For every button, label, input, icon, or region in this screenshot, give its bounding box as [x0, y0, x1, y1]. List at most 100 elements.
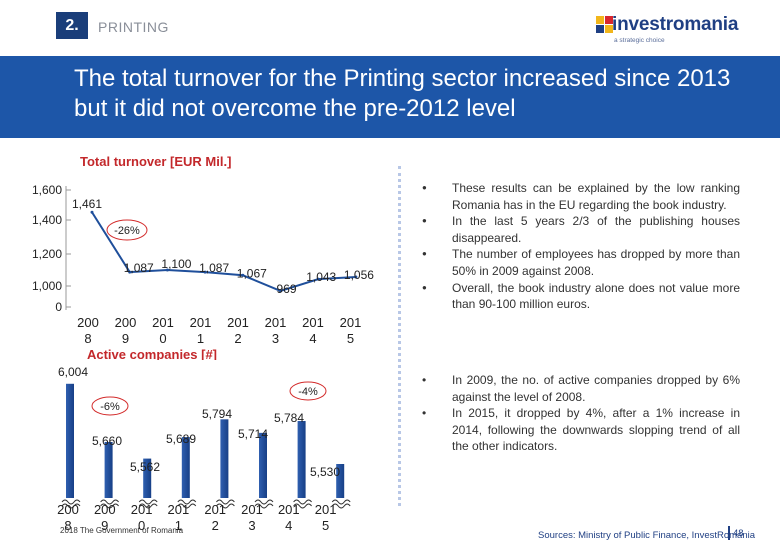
bullet-dot-icon: ● — [422, 183, 427, 192]
sources-note: Sources: Ministry of Public Finance, Inv… — [538, 530, 756, 541]
bullet-item: ● These results can be explained by the l… — [420, 180, 740, 213]
turnover-point — [316, 277, 320, 281]
x-tick-label: 201 — [278, 502, 300, 517]
y-tick-label: 1,200 — [32, 247, 62, 261]
company-value-label: 5,714 — [238, 427, 268, 441]
x-tick-label: 4 — [285, 518, 292, 533]
turnover-point — [203, 270, 207, 274]
x-tick-label: 8 — [84, 331, 91, 346]
x-tick-label: 8 — [64, 518, 71, 533]
drop-2015-annotation-label: -4% — [298, 386, 318, 398]
y-tick-label: 1,000 — [32, 279, 62, 293]
decline-annotation-label: -26% — [114, 225, 140, 237]
section-number: 2. — [56, 12, 88, 39]
company-value-label: 6,004 — [58, 365, 88, 379]
column-divider — [398, 166, 401, 506]
bullet-dot-icon: • — [422, 373, 427, 387]
x-tick-label: 201 — [131, 502, 153, 517]
y-tick-label: 0 — [55, 300, 62, 314]
turnover-value-label: 1,461 — [72, 197, 102, 211]
x-tick-label: 201 — [302, 315, 324, 330]
x-tick-label: 5 — [347, 331, 354, 346]
decline-annotation-ring — [106, 219, 148, 241]
x-tick-label: 2 — [234, 331, 241, 346]
logo: investromania — [612, 14, 739, 35]
section-name: PRINTING — [98, 19, 169, 35]
x-tick-label: 200 — [57, 502, 79, 517]
axis-break-mark — [61, 503, 81, 509]
logo-mark-icon — [596, 16, 613, 33]
x-tick-label: 2 — [212, 518, 219, 533]
bullet-dot-icon: ● — [422, 216, 427, 226]
x-tick-label: 9 — [101, 518, 108, 533]
bullet-text: Overall, the book industry alone does no… — [452, 280, 740, 312]
axis-break-mark — [138, 503, 158, 509]
x-tick-label: 9 — [122, 331, 129, 346]
bullet-list-top: ● These results can be explained by the l… — [420, 180, 740, 313]
bullet-text: In 2015, it dropped by 4%, after a 1% in… — [452, 406, 740, 454]
axis-break-mark — [177, 503, 197, 509]
bullet-text: The number of employees has dropped by m… — [452, 247, 740, 278]
x-tick-label: 201 — [340, 315, 362, 330]
axis-break-mark — [293, 499, 312, 505]
x-tick-label: 3 — [272, 331, 279, 346]
company-value-label: 5,794 — [202, 407, 232, 421]
company-bar — [297, 421, 306, 498]
logo-tagline: a strategic choice — [614, 37, 665, 44]
axis-break-mark — [100, 503, 119, 509]
company-value-label: 5,660 — [92, 434, 122, 448]
x-tick-label: 201 — [204, 502, 226, 517]
company-value-label: 5,562 — [130, 460, 160, 474]
companies-bar-chart: 6,004 5,660 5,562 5,689 5,794 5,714 5,784 5,530… — [57, 365, 351, 533]
axis-break-mark — [177, 499, 197, 505]
bullet-text: In 2009, the no. of active companies dro… — [452, 373, 740, 404]
company-bar — [66, 383, 74, 498]
x-tick-label: 201 — [241, 502, 263, 517]
axis-break-mark — [216, 499, 235, 505]
turnover-value-label: 1,067 — [237, 266, 267, 280]
bullet-list-bottom: • In 2009, the no. of active companies dr… — [420, 372, 740, 455]
turnover-series-line — [91, 211, 356, 293]
page-divider — [728, 526, 730, 540]
x-tick-label: 200 — [115, 315, 137, 330]
drop-2015-annotation-ring — [289, 381, 327, 401]
bullet-text: These results can be explained by the lo… — [452, 181, 740, 212]
turnover-point — [279, 289, 282, 293]
turnover-point — [241, 273, 245, 277]
bullet-text: In the last 5 years 2/3 of the publishin… — [452, 214, 740, 245]
bullet-dot-icon: ● — [422, 249, 427, 259]
axis-break-mark — [138, 499, 158, 505]
x-tick-label: 201 — [227, 315, 249, 330]
bullet-item: • In 2015, it dropped by 4%, after a 1% i… — [420, 405, 740, 455]
axis-break-mark — [254, 503, 274, 509]
bullet-item: ● In the last 5 years 2/3 of the publishi… — [420, 213, 740, 246]
company-bar — [181, 437, 190, 498]
x-tick-label: 201 — [152, 315, 174, 330]
bullet-item: ● Overall, the book industry alone does n… — [420, 280, 740, 313]
x-tick-label: 1 — [197, 331, 204, 346]
company-bar — [104, 442, 113, 498]
x-tick-label: 0 — [159, 331, 166, 346]
turnover-value-label: 1,056 — [344, 268, 374, 282]
x-tick-label: 5 — [322, 518, 329, 533]
x-tick-label: 3 — [248, 518, 255, 533]
x-tick-label: 201 — [265, 315, 287, 330]
turnover-point — [354, 275, 358, 279]
x-tick-label: 200 — [94, 502, 116, 517]
company-bar — [336, 464, 345, 498]
axis-break-mark — [331, 503, 351, 509]
x-tick-label: 0 — [138, 518, 145, 533]
drop-2009-annotation-ring — [91, 396, 129, 416]
axis-break-mark — [293, 503, 312, 509]
x-tick-label: 201 — [315, 502, 337, 517]
axis-break-mark — [100, 499, 119, 505]
bullet-item: ● The number of employees has dropped by … — [420, 246, 740, 279]
drop-2009-annotation-label: -6% — [100, 401, 120, 413]
turnover-point — [90, 210, 94, 214]
turnover-point — [128, 270, 132, 274]
y-tick-label: 1,400 — [32, 213, 62, 227]
footer-copyright: 2018 The Government of Romania — [60, 526, 184, 535]
x-tick-label: 4 — [309, 331, 316, 346]
turnover-line-chart: 1,600 1,400 1,200 1,000 0 1,461 1,087 1,100 1,0… — [32, 183, 374, 360]
y-tick-label: 1,600 — [32, 183, 62, 197]
